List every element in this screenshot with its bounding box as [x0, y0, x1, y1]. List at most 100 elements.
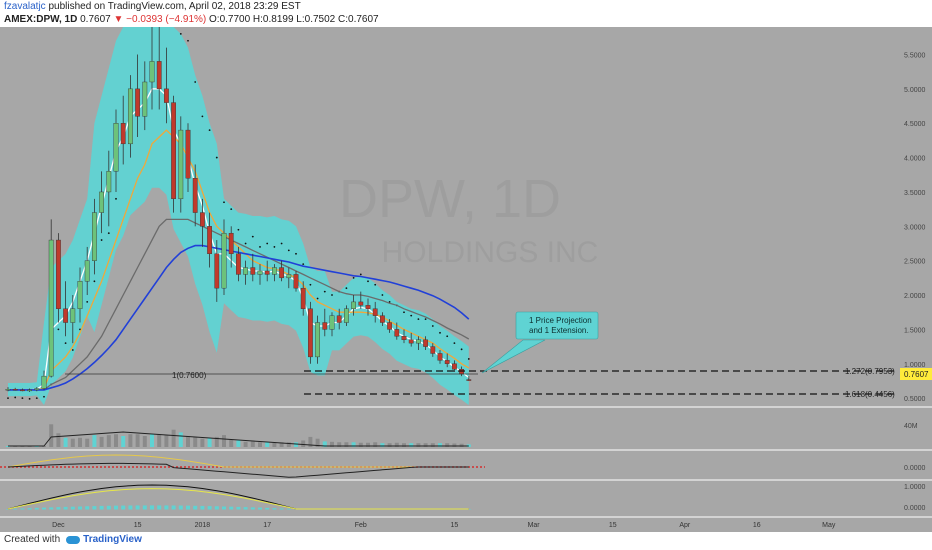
volume-bar	[445, 443, 450, 447]
candle-body	[365, 305, 371, 309]
moving-average-line-2	[8, 129, 470, 391]
candle-body	[127, 88, 133, 145]
osc2-histogram-bar	[63, 506, 68, 510]
psar-dot	[453, 342, 456, 345]
candle-body	[199, 212, 205, 227]
psar-dot	[295, 252, 297, 255]
candle-body	[27, 389, 32, 392]
volume-bar	[402, 443, 406, 447]
osc2-line-2	[7, 488, 469, 510]
osc1-scale-label: 0.0000	[904, 465, 926, 472]
fib-projection: 1(0.7600) 1.272(0.7953) 1.618(0.4456)	[65, 367, 898, 399]
candle-body	[63, 308, 69, 323]
volume-bar	[200, 438, 205, 447]
candle-body	[459, 369, 464, 375]
candle-body	[452, 363, 457, 370]
x-tick-label: 15	[609, 522, 617, 529]
price-change: ▼ −0.0393 (−4.91%)	[113, 14, 207, 25]
candle-body	[120, 123, 126, 145]
volume-bar	[92, 435, 97, 447]
price-axis-panel	[900, 27, 932, 532]
candle-body	[387, 322, 392, 330]
candle-body	[113, 123, 119, 172]
psar-dot	[230, 208, 233, 211]
psar-dot	[431, 325, 434, 327]
volume-bar	[229, 439, 234, 447]
y-tick-label: 4.0000	[904, 156, 926, 163]
publish-info: published on TradingView.com, April 02, …	[48, 1, 301, 12]
y-tick-label: 0.5000	[904, 396, 926, 403]
candle-body	[372, 308, 378, 316]
candle-body	[106, 171, 112, 193]
psar-dot	[381, 294, 384, 296]
psar-dot	[467, 358, 470, 360]
fib-level-c: 1.618(0.4456)	[845, 390, 895, 399]
brand-name: TradingView	[83, 534, 142, 545]
candle-body	[394, 329, 400, 337]
candle-body	[430, 346, 436, 354]
x-tick-label: Dec	[52, 522, 65, 529]
psar-dot	[86, 301, 89, 303]
candle-body	[77, 281, 83, 309]
ohlc-values: O:0.7700 H:0.8199 L:0.7502 C:0.7607	[209, 14, 379, 25]
psar-dot	[93, 280, 96, 283]
osc2-histogram-bar	[6, 509, 10, 510]
osc2-histogram-bar	[56, 507, 61, 510]
volume-bar	[99, 436, 104, 447]
osc2-histogram-bar	[49, 507, 54, 510]
psar-dot	[374, 283, 377, 286]
volume-bar	[157, 434, 162, 447]
price-chart[interactable]: DPW, 1D HOLDINGS INC 1(0.7600) 1.272(0.7…	[0, 27, 932, 532]
candle-body	[142, 81, 148, 117]
candle-body	[408, 339, 414, 344]
volume-bar	[351, 442, 356, 447]
candle-body	[336, 315, 342, 323]
volume-bar	[373, 442, 378, 447]
volume-bar	[250, 441, 255, 447]
osc2-histogram-bar	[258, 507, 262, 510]
candle-body	[344, 308, 349, 323]
candles	[5, 27, 472, 392]
osc2-histogram-bar	[236, 506, 241, 510]
y-tick-label: 1.5000	[904, 327, 926, 334]
fib-level-a: 1(0.7600)	[172, 371, 207, 380]
psar-dot	[57, 328, 60, 331]
annotation-callout[interactable]: 1 Price Projection and 1 Extension.	[481, 311, 599, 374]
osc2-histogram-bar	[207, 506, 212, 510]
candle-body	[264, 270, 270, 275]
candle-body	[91, 212, 97, 261]
candle-body	[257, 270, 263, 275]
candle-body	[12, 388, 18, 391]
candle-body	[358, 301, 364, 306]
author-name[interactable]: fzavalatjc	[4, 1, 46, 12]
psar-dot	[417, 318, 420, 320]
watermark-line2: HOLDINGS INC	[382, 236, 599, 269]
tradingview-logo[interactable]: TradingView	[66, 534, 142, 545]
volume-bar	[178, 432, 183, 447]
psar-dot	[223, 201, 225, 204]
candle-body	[156, 61, 162, 90]
candle-body	[70, 308, 76, 323]
osc2-scale-label-2: 0.0000	[904, 505, 926, 512]
watermark-line1: DPW, 1D	[339, 169, 561, 229]
volume-bar	[164, 435, 169, 447]
osc2-histogram-bar	[157, 505, 162, 510]
psar-dot	[201, 115, 204, 118]
candle-body	[48, 239, 54, 377]
candle-body	[185, 129, 191, 179]
volume-bar	[121, 436, 126, 447]
volume-bar	[430, 443, 435, 447]
psar-dot	[21, 397, 24, 400]
price-scale[interactable]: 5.5000 5.0000 4.5000 4.0000 3.5000 3.0000 2.50…	[904, 52, 926, 403]
x-tick-label: 15	[451, 522, 459, 529]
psar-dot	[359, 273, 362, 276]
volume-bar	[423, 443, 428, 447]
candle-body	[235, 253, 241, 275]
volume-bar	[337, 442, 342, 447]
psar-dot	[323, 290, 326, 293]
candle-body	[214, 253, 220, 289]
volume-bar	[222, 435, 226, 447]
candle-body	[401, 336, 407, 340]
time-scale[interactable]: Dec 15 2018 17 Feb 15 Mar 15 Apr 16 May	[52, 522, 836, 529]
y-tick-label: 5.0000	[904, 87, 926, 94]
